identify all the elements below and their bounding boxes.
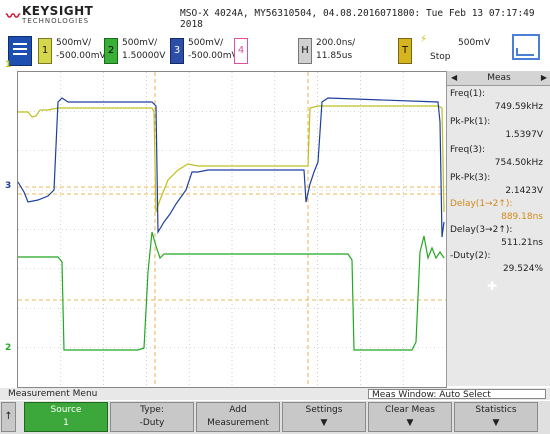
- meas-label: Freq(1):: [450, 89, 486, 99]
- main-menu-icon[interactable]: [8, 36, 32, 66]
- channel-3-offset: -500.00mV: [188, 51, 238, 61]
- meas-prev-icon[interactable]: ◀: [451, 73, 458, 82]
- channel-1-trace: [18, 105, 445, 213]
- meas-next-icon[interactable]: ▶: [540, 73, 547, 82]
- meas-label: Pk-Pk(1):: [450, 117, 491, 127]
- menu-name: Measurement Menu: [8, 389, 98, 399]
- source-value: 1: [63, 418, 69, 428]
- statistics-softkey[interactable]: Statistics ▼: [454, 402, 538, 432]
- softkey-bar: ↑ Source 1 Type: -Duty Add Measurement S…: [0, 401, 550, 434]
- channel-3-scale: 500mV/: [188, 38, 224, 48]
- meas-label: Freq(3):: [450, 145, 486, 155]
- channel-1-ground-marker[interactable]: 1: [5, 60, 12, 70]
- meas-value: 749.59kHz: [494, 102, 543, 112]
- add-measurement-icon[interactable]: ✚: [487, 279, 498, 293]
- brand-subtitle: TECHNOLOGIES: [22, 17, 90, 25]
- channel-1-settings[interactable]: 1 500mV/ -500.00mV: [38, 36, 108, 64]
- channel-3-ground-marker[interactable]: 3: [5, 181, 12, 191]
- channel-2-badge: 2: [104, 38, 118, 64]
- type-label: Type:: [140, 405, 164, 415]
- channel-2-offset: 1.50000V: [122, 51, 166, 61]
- instrument-title: MSO-X 4024A, MY56310504, 04.08.201607180…: [180, 8, 535, 30]
- trigger-settings[interactable]: T: [398, 36, 418, 64]
- meas-value: 29.524%: [502, 264, 543, 274]
- meas-window-status: Meas Window: Auto Select: [368, 389, 546, 400]
- meas-value: 2.1423V: [505, 186, 543, 196]
- add-label: Add: [229, 405, 247, 415]
- title-bar: 〰 KEYSIGHT TECHNOLOGIES MSO-X 4024A, MY5…: [0, 0, 550, 32]
- trigger-level: 500mV: [458, 38, 491, 48]
- horizontal-badge: H: [298, 38, 312, 64]
- measurement-panel: ◀ Meas ▶ Freq(1): 749.59kHz Pk-Pk(1): 1.…: [446, 71, 550, 386]
- meas-label: Pk-Pk(3):: [450, 173, 491, 183]
- channel-2-trace: [18, 231, 445, 351]
- back-softkey[interactable]: ↑: [1, 402, 16, 432]
- chevron-down-icon: ▼: [320, 418, 328, 428]
- brand-name: KEYSIGHT: [22, 4, 94, 18]
- trigger-badge: T: [398, 38, 412, 64]
- keysight-wave-icon: 〰: [6, 9, 20, 25]
- meas-value: 889.18ns: [501, 212, 543, 222]
- meas-label: Delay(3→2↑):: [450, 225, 513, 235]
- channel-2-scale: 500mV/: [122, 38, 158, 48]
- clear-meas-softkey[interactable]: Clear Meas ▼: [368, 402, 452, 432]
- meas-value: 754.50kHz: [494, 158, 543, 168]
- channel-4-badge: 4: [234, 38, 248, 64]
- channel-4-settings[interactable]: 4: [234, 36, 254, 64]
- channel-bar: 1 500mV/ -500.00mV 2 500mV/ 1.50000V 3 5…: [0, 32, 550, 68]
- meas-panel-title: Meas: [487, 73, 511, 83]
- horizontal-settings[interactable]: H 200.0ns/ 11.85us: [298, 36, 368, 64]
- acquisition-state: Stop: [430, 52, 451, 62]
- type-value: -Duty: [139, 418, 165, 428]
- statistics-label: Statistics: [475, 405, 517, 415]
- settings-label: Settings: [305, 405, 343, 415]
- channel-1-offset: -500.00mV: [56, 51, 106, 61]
- horizontal-position: 11.85us: [316, 51, 353, 61]
- channel-1-badge: 1: [38, 38, 52, 64]
- chevron-down-icon: ▼: [492, 418, 500, 428]
- channel-3-settings[interactable]: 3 500mV/ -500.00mV: [170, 36, 238, 64]
- channel-3-trace: [18, 97, 445, 238]
- chevron-down-icon: ▼: [406, 418, 414, 428]
- meas-label: -Duty(2):: [450, 251, 491, 261]
- horizontal-scale: 200.0ns/: [316, 38, 356, 48]
- add-label-2: Measurement: [207, 418, 269, 428]
- source-label: Source: [50, 405, 82, 415]
- clear-meas-label: Clear Meas: [385, 405, 435, 415]
- meas-panel-header[interactable]: ◀ Meas ▶: [447, 71, 550, 86]
- meas-value: 511.21ns: [501, 238, 543, 248]
- waveform-canvas: [18, 72, 446, 387]
- source-softkey[interactable]: Source 1: [24, 402, 108, 432]
- keysight-logo: 〰 KEYSIGHT TECHNOLOGIES: [6, 4, 126, 28]
- meas-value: 1.5397V: [505, 130, 543, 140]
- quick-action-icon[interactable]: [512, 34, 540, 60]
- settings-softkey[interactable]: Settings ▼: [282, 402, 366, 432]
- meas-label: Delay(1→2↑):: [450, 199, 513, 209]
- type-softkey[interactable]: Type: -Duty: [110, 402, 194, 432]
- channel-3-badge: 3: [170, 38, 184, 64]
- waveform-display[interactable]: [17, 71, 447, 388]
- trigger-edge-icon: ⚡: [420, 34, 428, 45]
- channel-2-ground-marker[interactable]: 2: [5, 343, 12, 353]
- channel-2-settings[interactable]: 2 500mV/ 1.50000V: [104, 36, 166, 64]
- channel-1-scale: 500mV/: [56, 38, 92, 48]
- add-measurement-softkey[interactable]: Add Measurement: [196, 402, 280, 432]
